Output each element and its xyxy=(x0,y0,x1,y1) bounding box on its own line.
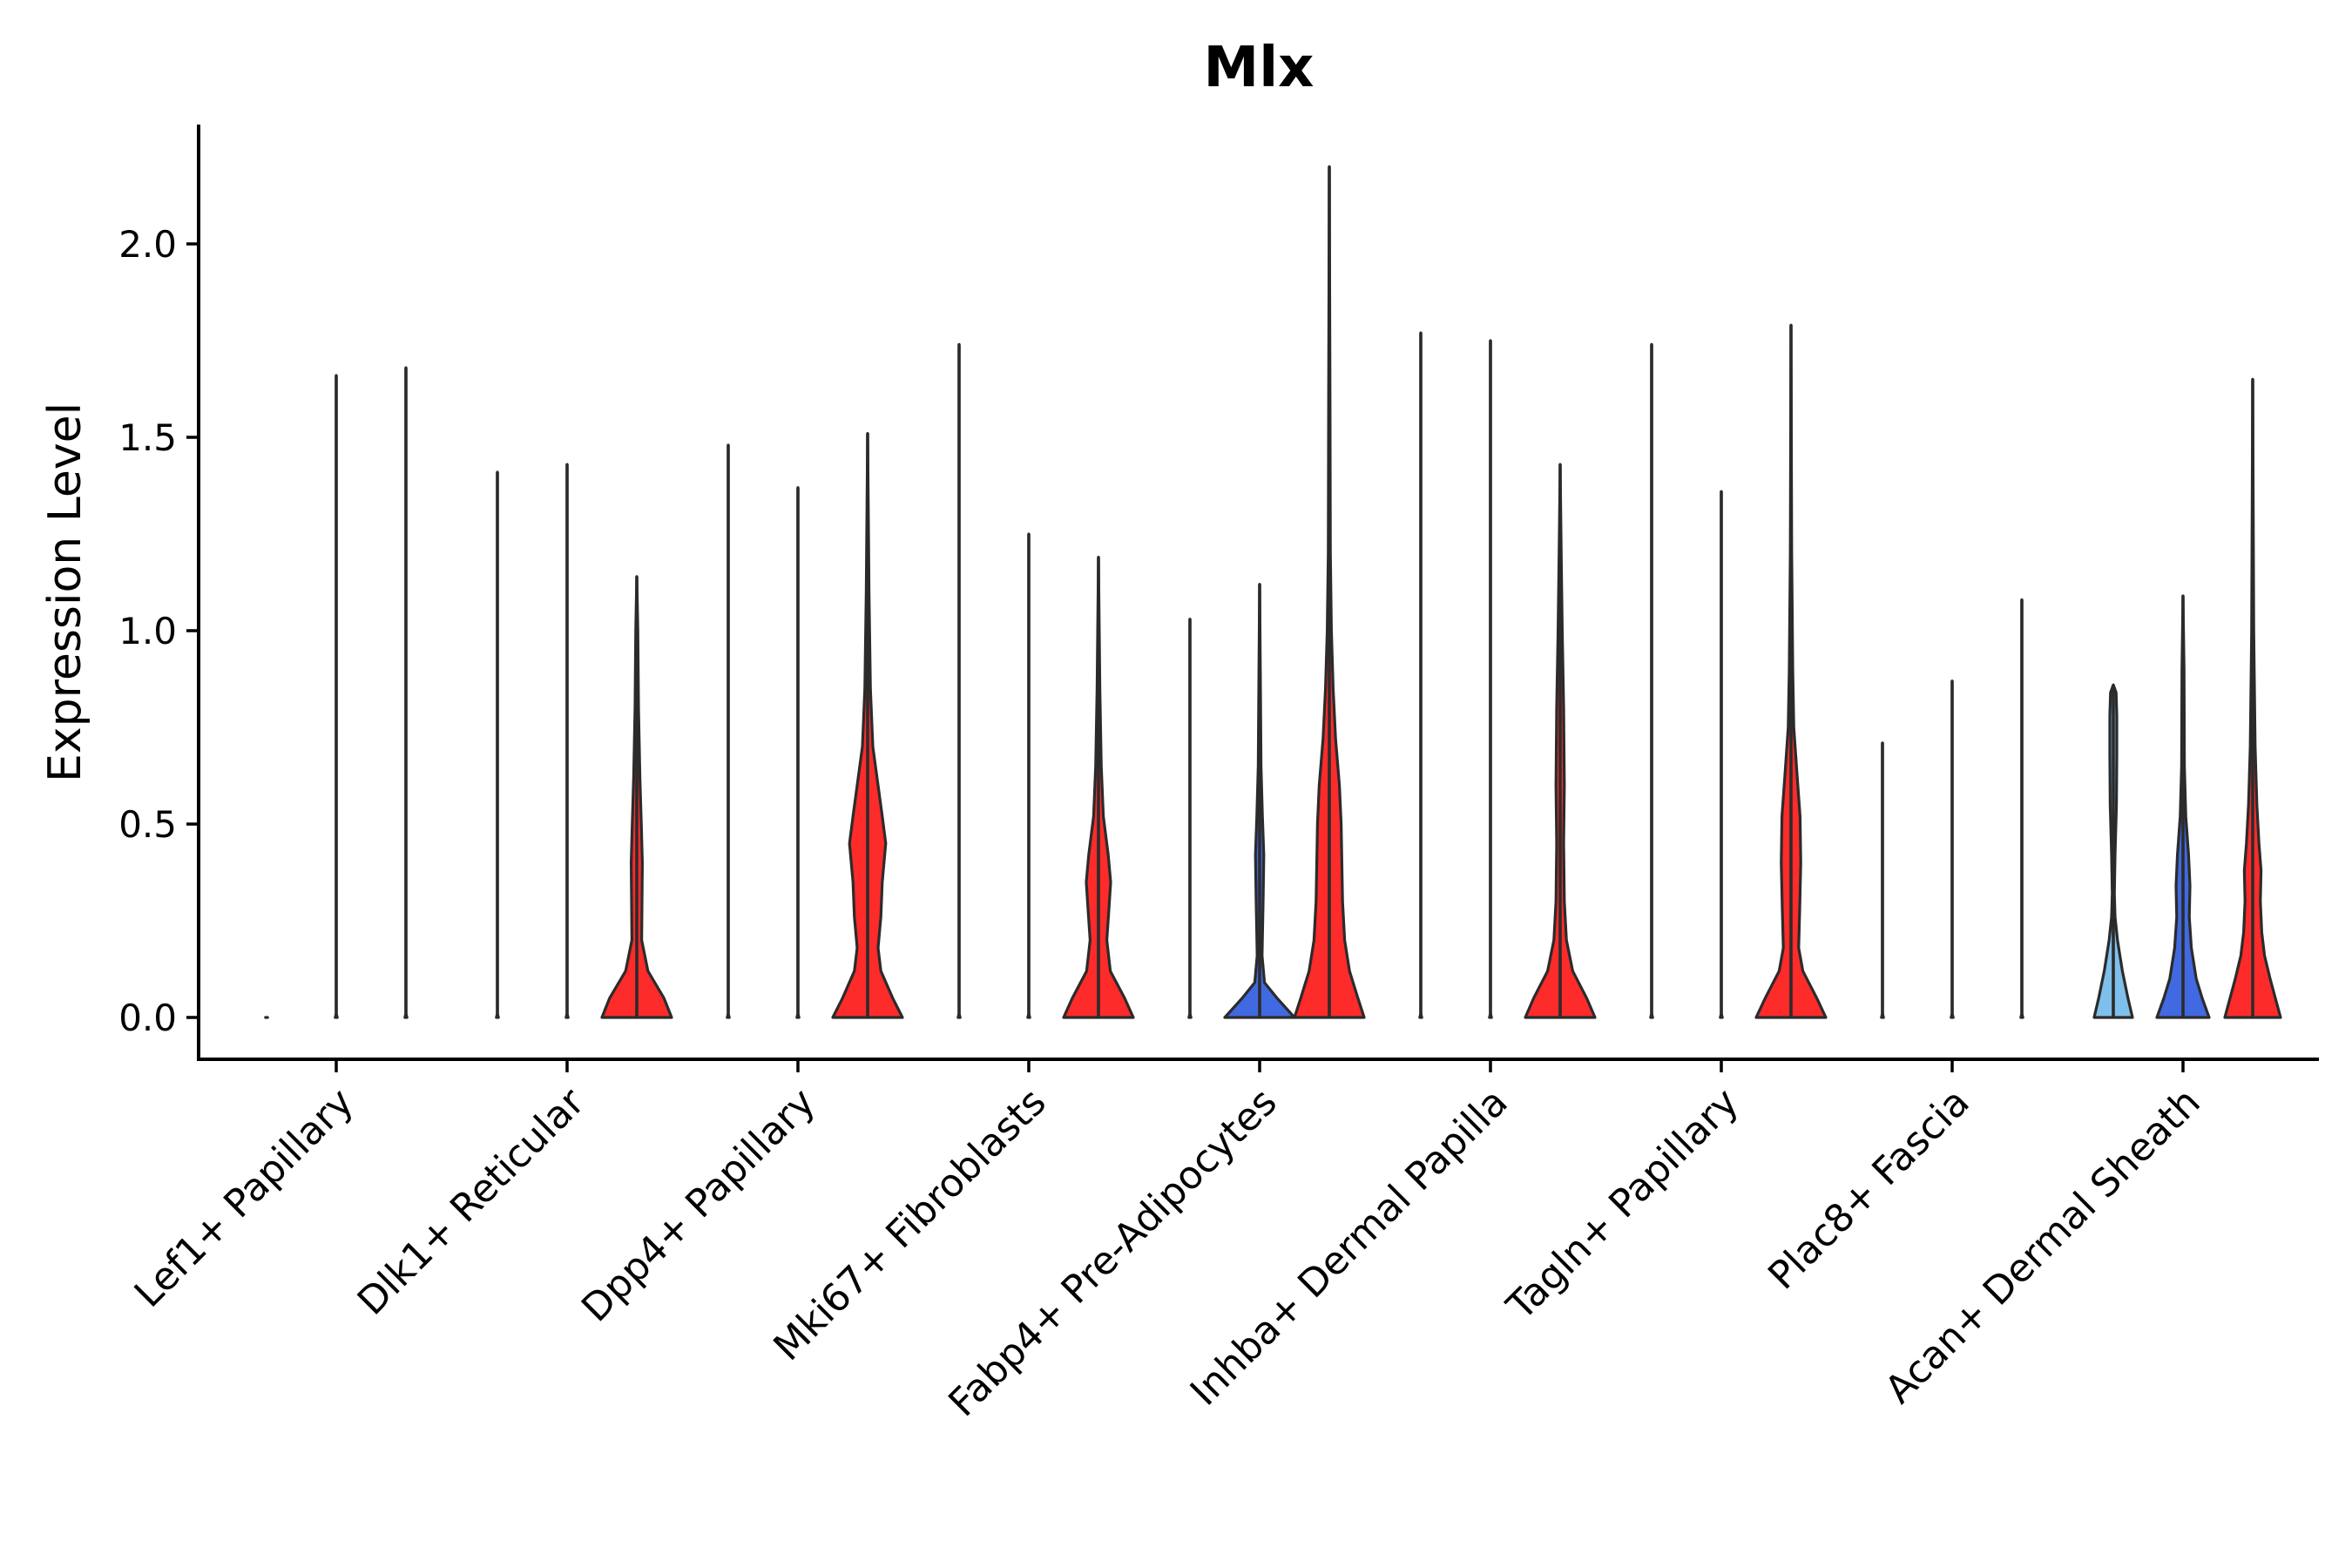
violin-8 xyxy=(795,486,801,1019)
y-tick-label: 2.0 xyxy=(118,223,177,266)
chart-title: Mlx xyxy=(1204,36,1315,100)
violin-26 xyxy=(2155,594,2211,1019)
y-tick-label: 1.5 xyxy=(118,416,177,459)
violin-4 xyxy=(495,470,500,1019)
violin-2 xyxy=(334,374,339,1019)
violin-5 xyxy=(564,463,570,1019)
violin-18 xyxy=(1524,463,1597,1019)
violin-10 xyxy=(956,342,962,1019)
violin-25 xyxy=(2092,683,2134,1019)
violin-14 xyxy=(1223,583,1296,1019)
violin-20 xyxy=(1719,490,1724,1019)
violin-3 xyxy=(403,366,409,1019)
violin-19 xyxy=(1649,342,1654,1019)
violin-7 xyxy=(726,443,731,1019)
violin-24 xyxy=(2019,598,2024,1019)
x-category-label: Dpp4+ Papillary xyxy=(573,1080,824,1331)
violin-12 xyxy=(1062,556,1135,1019)
violin-21 xyxy=(1754,323,1828,1019)
violin-15 xyxy=(1293,165,1366,1019)
y-tick-label: 0.0 xyxy=(118,997,177,1039)
x-category-label: Plac8+ Fascia xyxy=(1760,1080,1978,1299)
violin-22 xyxy=(1880,741,1885,1019)
violin-9 xyxy=(831,432,904,1019)
violin-27 xyxy=(2223,377,2282,1019)
violin-16 xyxy=(1418,331,1423,1019)
x-category-label: Dlk1+ Reticular xyxy=(349,1079,594,1324)
x-category-label: Lef1+ Papillary xyxy=(126,1080,362,1316)
violin-6 xyxy=(600,575,673,1019)
x-category-label: Tagln+ Papillary xyxy=(1498,1080,1747,1329)
violin-17 xyxy=(1488,339,1493,1019)
violin-13 xyxy=(1187,618,1193,1019)
y-tick-label: 1.0 xyxy=(118,610,177,652)
violin-23 xyxy=(1950,679,1955,1019)
y-tick-label: 0.5 xyxy=(118,803,177,846)
y-axis-label: Expression Level xyxy=(39,402,91,782)
violins-layer xyxy=(264,165,2282,1019)
violin-11 xyxy=(1026,532,1031,1019)
y-axis-ticks: 0.0 0.5 1.0 1.5 2.0 xyxy=(118,223,199,1039)
